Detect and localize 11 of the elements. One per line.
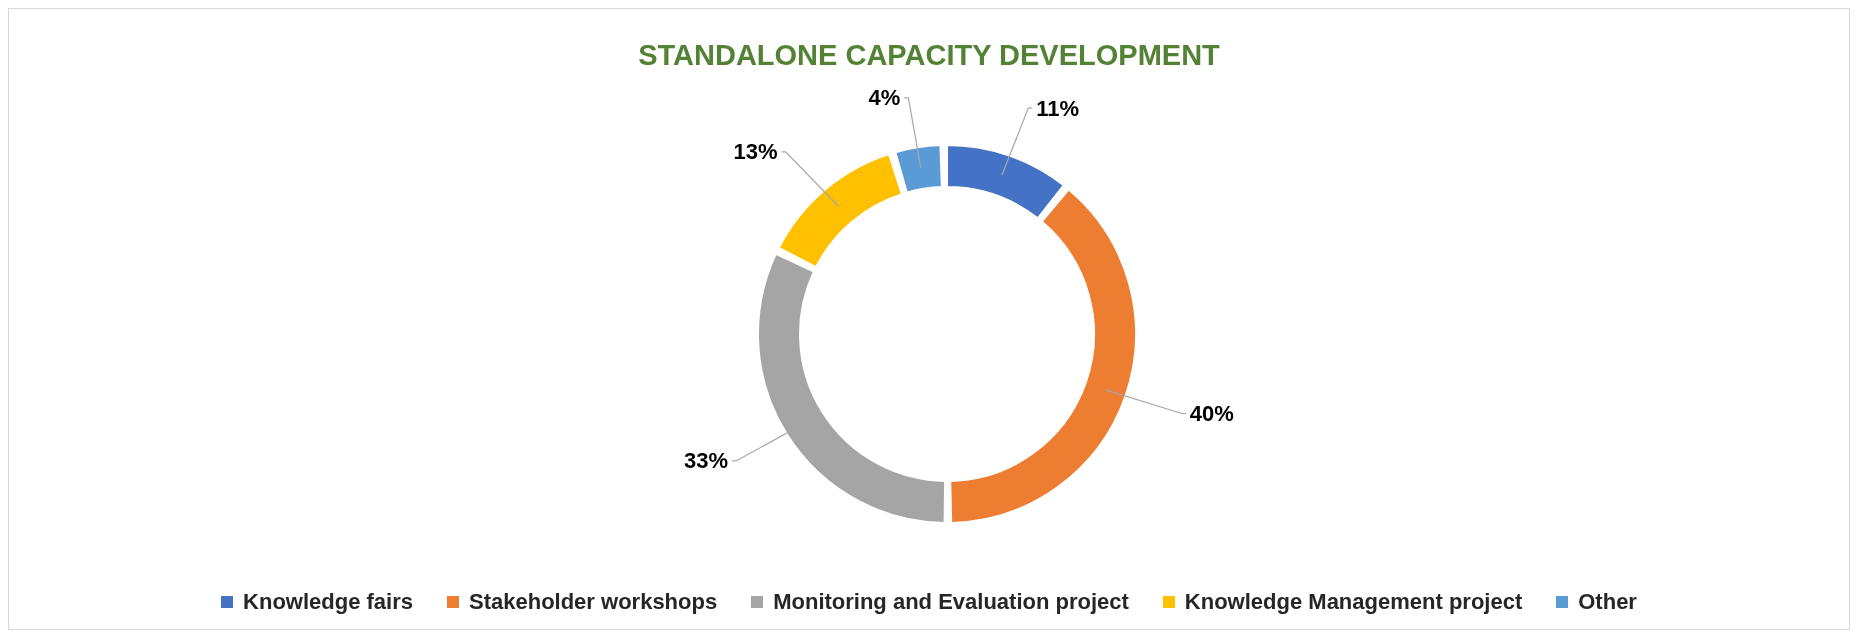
legend-label: Monitoring and Evaluation project — [773, 589, 1129, 615]
chart-title: STANDALONE CAPACITY DEVELOPMENT — [637, 39, 1221, 72]
data-label: 13% — [733, 139, 778, 165]
legend-label: Stakeholder workshops — [468, 589, 718, 615]
data-label: 4% — [868, 85, 901, 111]
data-label: 33% — [683, 448, 729, 474]
legend-label: Other — [1578, 589, 1637, 615]
legend-label: Knowledge Management project — [1184, 589, 1523, 615]
data-label: 40% — [1189, 400, 1234, 426]
data-label: 11% — [1036, 95, 1080, 121]
legend-label: Knowledge fairs — [243, 589, 413, 615]
